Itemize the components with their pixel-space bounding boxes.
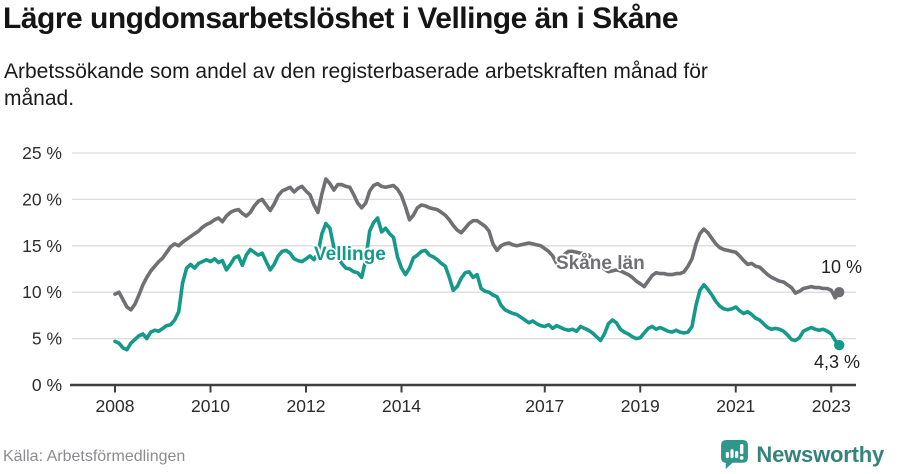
series-line-vellinge	[113, 216, 842, 352]
newsworthy-icon	[721, 440, 749, 470]
series-line-skane	[113, 177, 842, 312]
end-dot-vellinge	[834, 339, 845, 351]
x-axis-label: 2012	[287, 396, 326, 416]
source-note: Källa: Arbetsförmedlingen	[3, 448, 186, 465]
chart-title: Lägre ungdomsarbetslöshet i Vellinge än …	[3, 2, 679, 35]
x-axis-label: 2008	[96, 396, 135, 416]
chart-subtitle: Arbetssökande som andel av den registerb…	[4, 60, 708, 111]
end-value-label-vellinge: 4,3 %	[814, 352, 861, 372]
y-axis-label: 15 %	[22, 236, 62, 256]
end-dot-skane	[834, 287, 845, 298]
y-axis-label: 0 %	[32, 375, 62, 395]
x-axis-label: 2010	[191, 396, 230, 416]
series-label-vellinge: Vellinge	[314, 244, 386, 265]
x-axis-label: 2023	[812, 396, 851, 416]
y-axis-label: 20 %	[22, 189, 62, 209]
x-axis-label: 2019	[621, 396, 660, 416]
y-axis-label: 25 %	[22, 143, 62, 163]
newsworthy-wordmark: Newsworthy	[756, 441, 884, 467]
series-label-skane: Skåne län	[556, 253, 645, 274]
end-value-label-skane: 10 %	[821, 257, 863, 277]
x-axis-label: 2017	[525, 396, 564, 416]
y-axis-label: 10 %	[22, 282, 62, 302]
x-axis-label: 2014	[382, 396, 421, 416]
x-axis-label: 2021	[716, 396, 755, 416]
newsworthy-logo: Newsworthy	[720, 439, 884, 470]
y-axis-label: 5 %	[32, 329, 62, 349]
